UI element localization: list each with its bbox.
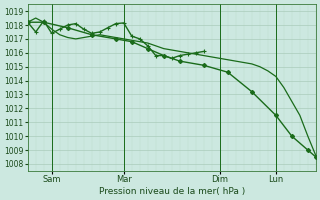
X-axis label: Pression niveau de la mer( hPa ): Pression niveau de la mer( hPa ) — [99, 187, 245, 196]
